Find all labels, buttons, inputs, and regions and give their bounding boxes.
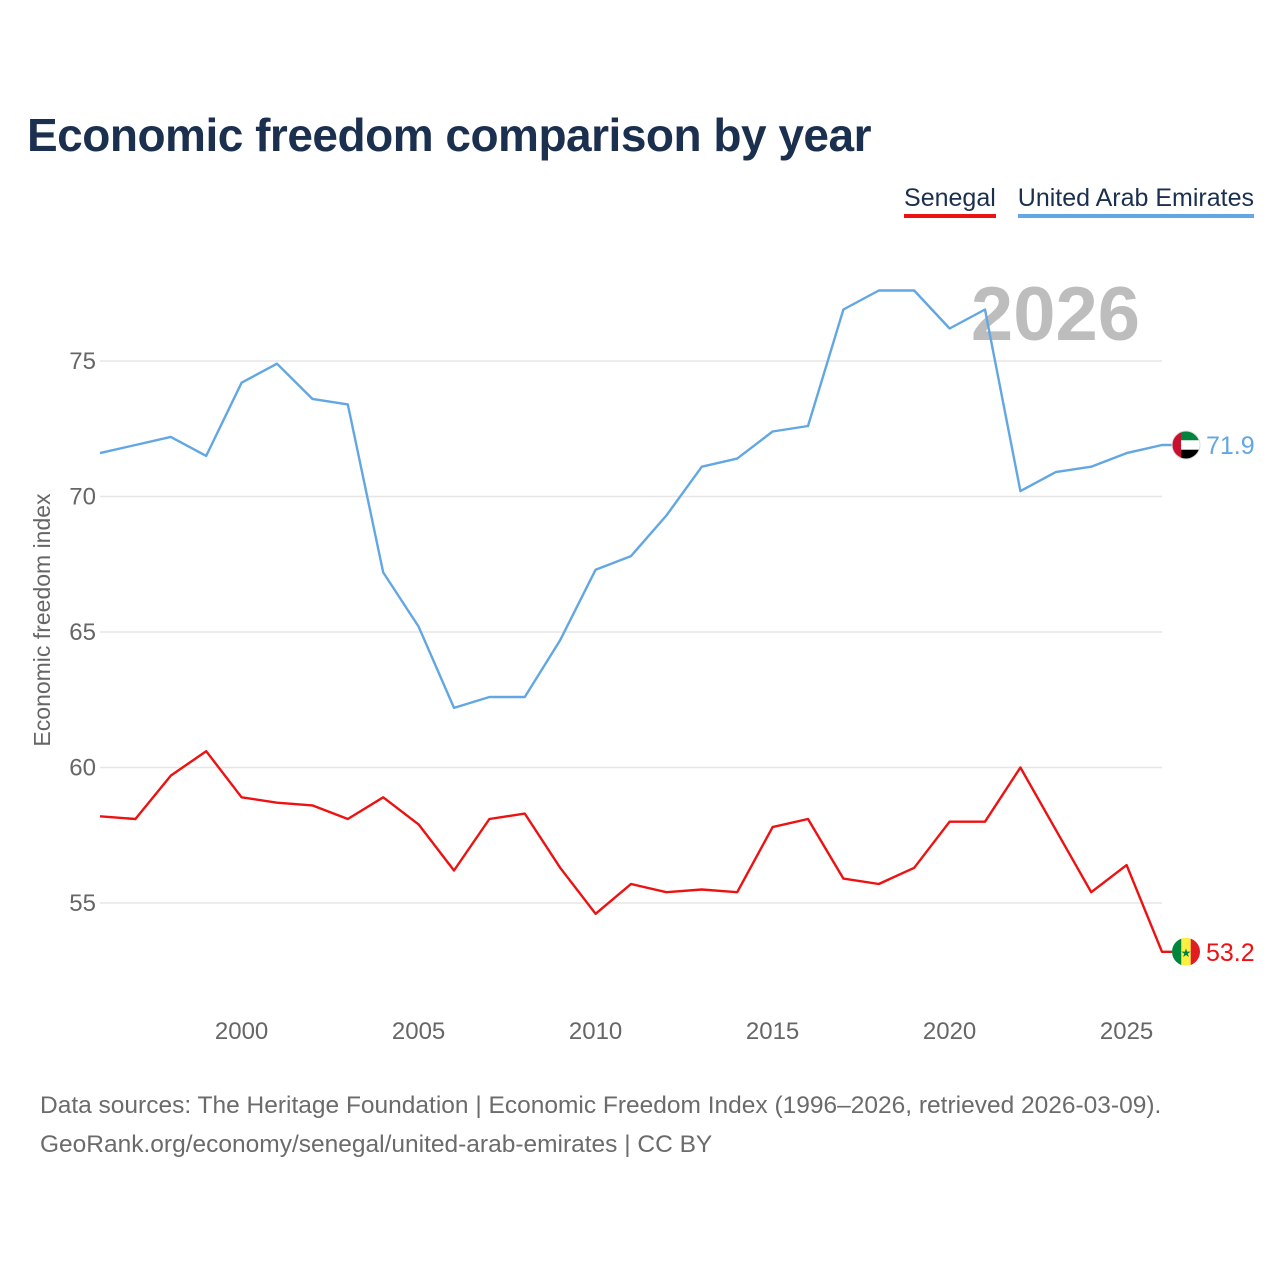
data-sources: Data sources: The Heritage Foundation | … (40, 1092, 1162, 1119)
source-link[interactable]: GeoRank.org/economy/senegal/united-arab-… (40, 1131, 713, 1158)
x-axis-ticks: 2000 2005 2010 2015 2020 2025 (215, 1018, 1153, 1045)
legend-item-uae[interactable]: United Arab Emirates (1017, 184, 1254, 218)
y-tick-label: 55 (69, 890, 96, 917)
x-tick-label: 2010 (569, 1018, 622, 1045)
x-tick-label: 2020 (923, 1018, 976, 1045)
x-tick-label: 2015 (746, 1018, 799, 1045)
y-tick-label: 60 (69, 755, 96, 782)
footer: Data sources: The Heritage Foundation | … (40, 1086, 1161, 1164)
year-watermark: 2026 (971, 272, 1140, 357)
series-line-senegal[interactable] (99, 750, 1172, 953)
y-axis-ticks: 55 60 65 70 75 (69, 348, 96, 917)
x-tick-label: 2000 (215, 1018, 268, 1045)
legend-item-senegal[interactable]: Senegal (904, 184, 996, 218)
y-tick-label: 65 (69, 619, 96, 646)
senegal-flag-icon: ★ (1172, 937, 1200, 966)
end-markers: ★ (1171, 430, 1201, 966)
y-tick-label: 75 (69, 348, 96, 375)
x-tick-label: 2025 (1100, 1018, 1153, 1045)
y-axis-label: Economic freedom index (29, 493, 55, 747)
series-lines (99, 289, 1172, 953)
senegal-end-value: 53.2 (1206, 939, 1255, 967)
series-line-united-arab-emirates[interactable] (99, 289, 1172, 710)
x-tick-label: 2005 (392, 1018, 445, 1045)
gridlines (100, 360, 1162, 904)
uae-end-value: 71.9 (1206, 432, 1255, 460)
line-chart: 2026 55 60 65 70 75 2000 2005 2010 2015 2020 2025… (29, 272, 1255, 1045)
y-tick-label: 70 (69, 484, 96, 511)
svg-text:★: ★ (1181, 946, 1192, 960)
uae-flag-icon (1171, 430, 1201, 460)
chart-title: Economic freedom comparison by year (27, 109, 872, 161)
legend: Senegal United Arab Emirates (904, 184, 1254, 218)
